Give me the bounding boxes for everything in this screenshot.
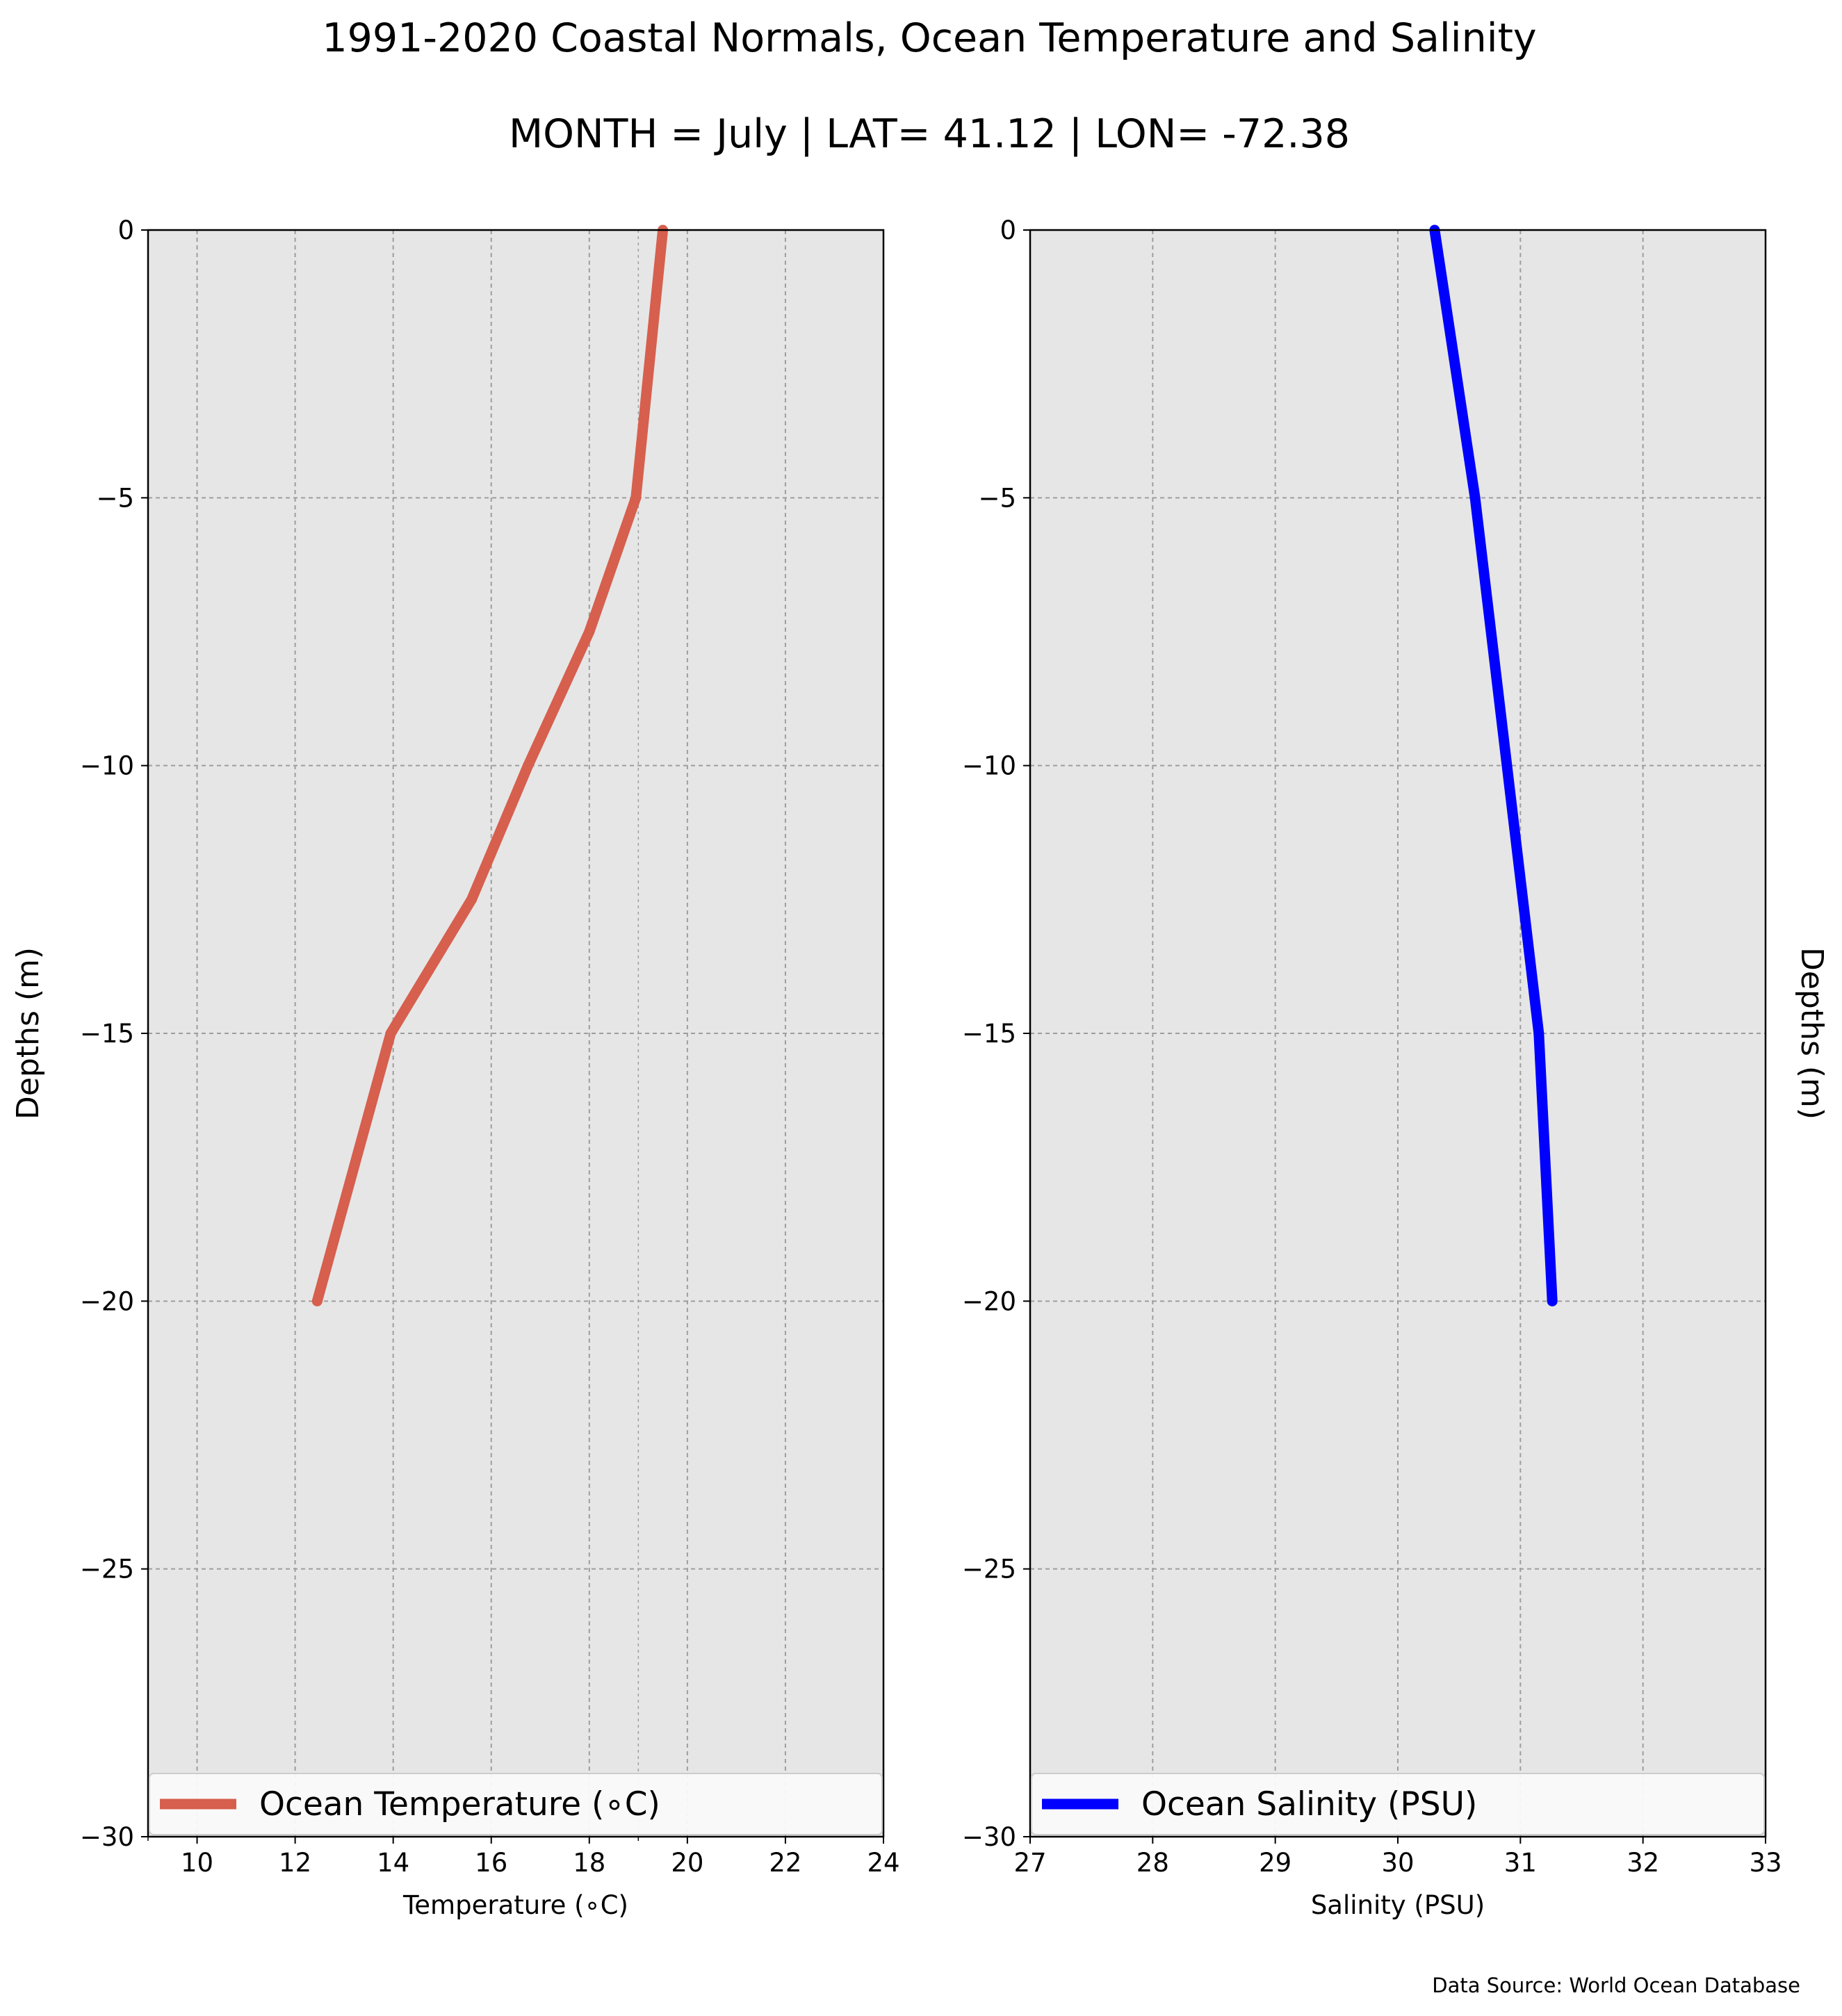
y-tick-label: −20 bbox=[962, 1286, 1016, 1316]
x-tick-label: 24 bbox=[867, 1848, 899, 1878]
y-tick-label: −10 bbox=[80, 751, 134, 781]
chart-title: 1991-2020 Coastal Normals, Ocean Tempera… bbox=[322, 15, 1536, 61]
data-line bbox=[1429, 229, 1558, 1302]
data-point bbox=[630, 492, 642, 503]
temperature-panel: 10 12 14 16 18 20 22 24 0 −5 −10 −15 −20 −25 −30 Temper… bbox=[10, 215, 900, 1920]
x-tick-label: 27 bbox=[1013, 1848, 1046, 1878]
y-tick-label: −30 bbox=[962, 1822, 1016, 1852]
y-tick-label: −25 bbox=[80, 1555, 134, 1584]
x-tick-label: 33 bbox=[1749, 1848, 1782, 1878]
legend: Ocean Temperature (∘C) bbox=[149, 1773, 883, 1835]
legend-label: Ocean Salinity (PSU) bbox=[1141, 1785, 1477, 1824]
data-point bbox=[311, 1295, 323, 1306]
y-axis-label: Depths (m) bbox=[1794, 947, 1829, 1120]
y-tick-label: −25 bbox=[962, 1555, 1016, 1584]
x-axis-label: Salinity (PSU) bbox=[1311, 1890, 1485, 1920]
legend-box bbox=[1031, 1773, 1765, 1835]
x-tick-label: 14 bbox=[377, 1848, 409, 1878]
x-tick-label: 20 bbox=[671, 1848, 703, 1878]
x-tick-label: 10 bbox=[181, 1848, 213, 1878]
y-tick-label: −5 bbox=[96, 483, 134, 513]
x-tick-label: 16 bbox=[475, 1848, 507, 1878]
data-point bbox=[1533, 1028, 1544, 1039]
x-tick-label: 31 bbox=[1504, 1848, 1537, 1878]
x-tick-label: 32 bbox=[1627, 1848, 1659, 1878]
data-point bbox=[385, 1028, 396, 1039]
x-tick-label: 18 bbox=[573, 1848, 605, 1878]
x-tick-label: 29 bbox=[1259, 1848, 1291, 1878]
data-point bbox=[1547, 1295, 1558, 1306]
legend-label: Ocean Temperature (∘C) bbox=[259, 1785, 660, 1824]
salinity-panel: 27 28 29 30 31 32 33 0 −5 −10 −15 −20 −25 −30 Salinity… bbox=[962, 215, 1829, 1920]
y-tick-label: −15 bbox=[962, 1019, 1016, 1049]
x-tick-label: 22 bbox=[769, 1848, 801, 1878]
y-tick-label: −20 bbox=[80, 1286, 134, 1316]
x-tick-label: 12 bbox=[279, 1848, 311, 1878]
y-tick-label: 0 bbox=[117, 215, 134, 245]
y-axis-label: Depths (m) bbox=[10, 947, 46, 1120]
y-tick-label: −15 bbox=[80, 1019, 134, 1049]
y-tick-label: −10 bbox=[962, 751, 1016, 781]
legend: Ocean Salinity (PSU) bbox=[1031, 1773, 1765, 1835]
y-tick-label: −30 bbox=[80, 1822, 134, 1852]
data-point bbox=[466, 894, 478, 905]
y-tick-label: 0 bbox=[1000, 215, 1016, 245]
x-axis-label: Temperature (∘C) bbox=[402, 1890, 628, 1920]
y-tick-label: −5 bbox=[978, 483, 1016, 513]
x-tick-label: 30 bbox=[1381, 1848, 1414, 1878]
data-point bbox=[523, 760, 534, 771]
chart-subtitle: MONTH = July | LAT= 41.12 | LON= -72.38 bbox=[509, 111, 1350, 157]
data-point bbox=[1469, 492, 1481, 503]
data-point bbox=[584, 626, 595, 637]
x-tick-label: 28 bbox=[1136, 1848, 1169, 1878]
legend-box bbox=[149, 1773, 883, 1835]
data-source-note: Data Source: World Ocean Database bbox=[1432, 1974, 1800, 1997]
